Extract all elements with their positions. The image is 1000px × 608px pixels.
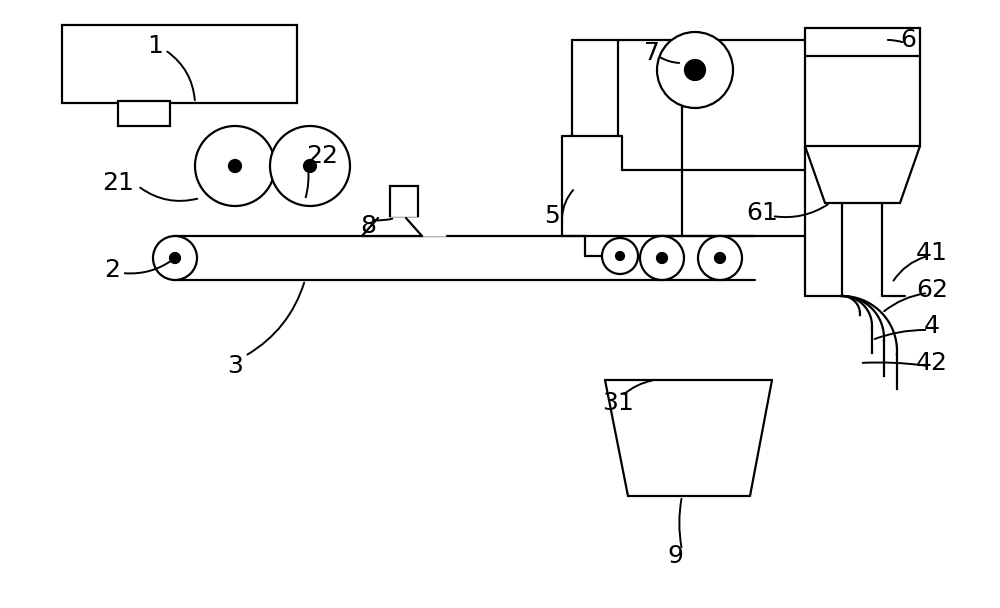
Text: 1: 1 bbox=[147, 34, 163, 58]
Bar bbox=[805, 28, 920, 146]
Circle shape bbox=[153, 236, 197, 280]
Bar bbox=[390, 186, 418, 218]
Text: 61: 61 bbox=[746, 201, 778, 225]
Text: 21: 21 bbox=[102, 171, 134, 195]
Circle shape bbox=[616, 252, 624, 260]
Text: 62: 62 bbox=[916, 278, 948, 302]
Circle shape bbox=[195, 126, 275, 206]
Polygon shape bbox=[362, 218, 446, 236]
Text: 6: 6 bbox=[900, 28, 916, 52]
Circle shape bbox=[602, 238, 638, 274]
Circle shape bbox=[270, 126, 350, 206]
Text: 42: 42 bbox=[916, 351, 948, 375]
Text: 4: 4 bbox=[924, 314, 940, 338]
Bar bbox=[62, 25, 297, 103]
Text: 5: 5 bbox=[544, 204, 560, 228]
Circle shape bbox=[657, 32, 733, 108]
Circle shape bbox=[715, 253, 725, 263]
Text: 2: 2 bbox=[104, 258, 120, 282]
Circle shape bbox=[304, 160, 316, 172]
Circle shape bbox=[640, 236, 684, 280]
Text: 7: 7 bbox=[644, 41, 660, 65]
Circle shape bbox=[170, 253, 180, 263]
Text: 22: 22 bbox=[306, 144, 338, 168]
Text: 31: 31 bbox=[602, 391, 634, 415]
Circle shape bbox=[685, 60, 705, 80]
Text: 8: 8 bbox=[360, 214, 376, 238]
Circle shape bbox=[229, 160, 241, 172]
Circle shape bbox=[657, 253, 667, 263]
Text: 41: 41 bbox=[916, 241, 948, 265]
Circle shape bbox=[698, 236, 742, 280]
Text: 3: 3 bbox=[227, 354, 243, 378]
Bar bbox=[118, 101, 170, 126]
Text: 9: 9 bbox=[667, 544, 683, 568]
